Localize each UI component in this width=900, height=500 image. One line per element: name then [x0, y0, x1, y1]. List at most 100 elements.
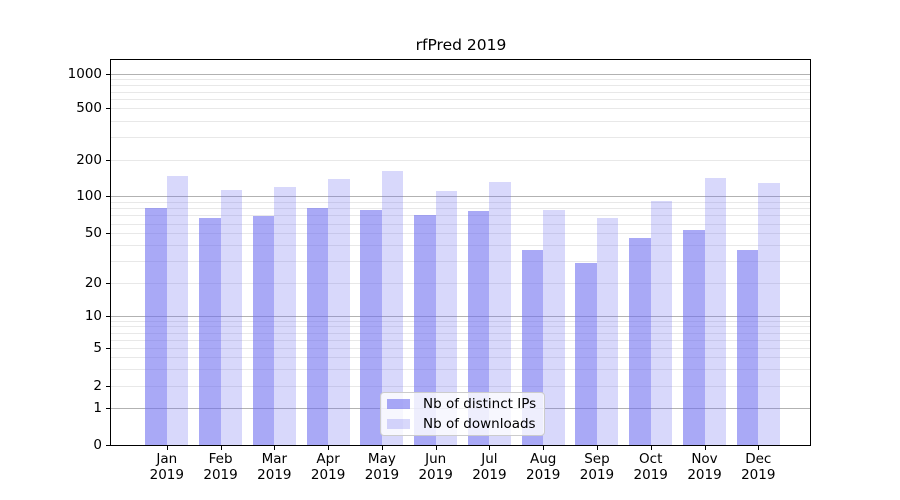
bar-downloads-oct — [650, 200, 673, 445]
bar-distinct-ips-jun — [414, 214, 436, 445]
y-tick-mark-1 — [106, 407, 110, 409]
x-tick-label-oct: Oct 2019 — [633, 451, 668, 483]
gridline-minor-200 — [111, 159, 810, 161]
y-tick-label-1000: 1000 — [67, 66, 102, 82]
y-tick-mark-1000 — [106, 74, 110, 75]
x-tick-mark-apr — [328, 446, 330, 450]
x-tick-label-nov: Nov 2019 — [687, 451, 722, 483]
y-tick-mark-0 — [106, 445, 110, 446]
gridline-minor-300 — [111, 136, 810, 138]
x-tick-mark-oct — [650, 446, 652, 450]
y-tick-label-200: 200 — [76, 151, 102, 168]
bar-distinct-ips-sep — [575, 262, 597, 445]
gridline-minor-9 — [111, 320, 810, 322]
x-tick-label-feb: Feb 2019 — [203, 451, 238, 483]
bar-distinct-ips-may — [360, 209, 382, 445]
gridline-minor-5 — [111, 348, 810, 350]
y-tick-label-1: 1 — [93, 399, 102, 416]
y-tick-label-5: 5 — [93, 340, 102, 357]
x-tick-mark-sep — [596, 446, 598, 450]
legend-swatch-distinct-ips — [387, 399, 410, 409]
x-tick-mark-nov — [704, 446, 706, 450]
y-tick-label-0: 0 — [93, 437, 102, 453]
bar-distinct-ips-jul — [467, 210, 490, 445]
gridline-minor-900 — [111, 79, 810, 81]
legend-label-downloads: Nb of downloads — [423, 416, 536, 432]
x-tick-mark-aug — [543, 446, 545, 450]
gridline-minor-700 — [111, 91, 810, 93]
bar-downloads-aug — [543, 209, 565, 445]
bar-distinct-ips-mar — [252, 216, 275, 445]
bar-downloads-feb — [220, 189, 243, 445]
y-tick-label-2: 2 — [93, 377, 102, 394]
y-tick-mark-500 — [106, 108, 110, 110]
bar-downloads-sep — [596, 217, 619, 445]
gridline-minor-6 — [111, 339, 810, 341]
y-tick-label-50: 50 — [84, 225, 102, 242]
x-tick-label-jan: Jan 2019 — [149, 451, 184, 483]
gridline-minor-600 — [111, 99, 810, 101]
x-tick-mark-feb — [220, 446, 222, 450]
bar-downloads-nov — [704, 177, 726, 445]
gridline-minor-70 — [111, 215, 810, 217]
bar-downloads-may — [381, 170, 404, 445]
x-tick-mark-jul — [489, 446, 491, 450]
legend: Nb of distinct IPs Nb of downloads — [380, 392, 545, 436]
bar-distinct-ips-jan — [145, 208, 167, 445]
bar-distinct-ips-apr — [306, 208, 329, 445]
x-tick-label-apr: Apr 2019 — [310, 451, 346, 483]
legend-item-downloads: Nb of downloads — [387, 416, 536, 432]
gridline-minor-80 — [111, 208, 810, 210]
legend-label-distinct-ips: Nb of distinct IPs — [423, 396, 537, 412]
x-tick-label-may: May 2019 — [364, 451, 400, 483]
gridline-minor-20 — [111, 282, 810, 284]
gridline-minor-4 — [111, 357, 810, 359]
gridline-minor-50 — [111, 233, 810, 235]
gridline-minor-500 — [111, 108, 810, 110]
y-tick-mark-50 — [106, 233, 110, 235]
y-tick-label-20: 20 — [84, 274, 102, 291]
x-tick-mark-dec — [758, 446, 760, 450]
x-tick-label-jul: Jul 2019 — [472, 451, 507, 483]
x-tick-mark-may — [381, 446, 383, 450]
gridline-minor-8 — [111, 326, 810, 328]
gridline-minor-3 — [111, 369, 810, 371]
gridline-minor-7 — [111, 332, 810, 334]
gridline-minor-90 — [111, 201, 810, 203]
y-tick-mark-200 — [106, 159, 110, 161]
bar-downloads-apr — [328, 179, 350, 445]
x-tick-mark-jan — [166, 446, 168, 450]
bar-distinct-ips-dec — [736, 249, 759, 445]
gridline-minor-400 — [111, 120, 810, 122]
y-tick-mark-2 — [106, 385, 110, 387]
x-tick-label-dec: Dec 2019 — [741, 451, 776, 483]
chart-title: rfPred 2019 — [415, 36, 507, 54]
y-tick-mark-5 — [106, 348, 110, 350]
y-tick-mark-100 — [106, 196, 110, 198]
bar-downloads-dec — [758, 182, 780, 445]
bar-downloads-mar — [274, 187, 296, 445]
bar-downloads-jun — [435, 191, 458, 445]
y-tick-label-100: 100 — [76, 188, 102, 205]
y-tick-mark-20 — [106, 282, 110, 284]
x-tick-label-aug: Aug 2019 — [526, 451, 561, 483]
x-tick-label-sep: Sep 2019 — [579, 451, 615, 483]
bar-downloads-jul — [489, 182, 511, 445]
y-tick-label-10: 10 — [84, 308, 102, 324]
legend-swatch-downloads — [387, 419, 410, 429]
x-tick-label-mar: Mar 2019 — [257, 451, 292, 483]
gridline-minor-40 — [111, 245, 810, 247]
legend-item-distinct-ips: Nb of distinct IPs — [387, 396, 536, 412]
bar-distinct-ips-feb — [199, 217, 221, 445]
x-tick-label-jun: Jun 2019 — [418, 451, 453, 483]
bar-distinct-ips-oct — [629, 237, 651, 445]
x-tick-mark-mar — [274, 446, 276, 450]
plot-area — [110, 59, 811, 446]
gridline-minor-60 — [111, 223, 810, 225]
y-tick-label-500: 500 — [76, 100, 102, 117]
gridline-minor-30 — [111, 260, 810, 262]
gridline-major-1000 — [111, 74, 810, 75]
gridline-minor-800 — [111, 85, 810, 87]
bar-downloads-jan — [166, 175, 189, 445]
